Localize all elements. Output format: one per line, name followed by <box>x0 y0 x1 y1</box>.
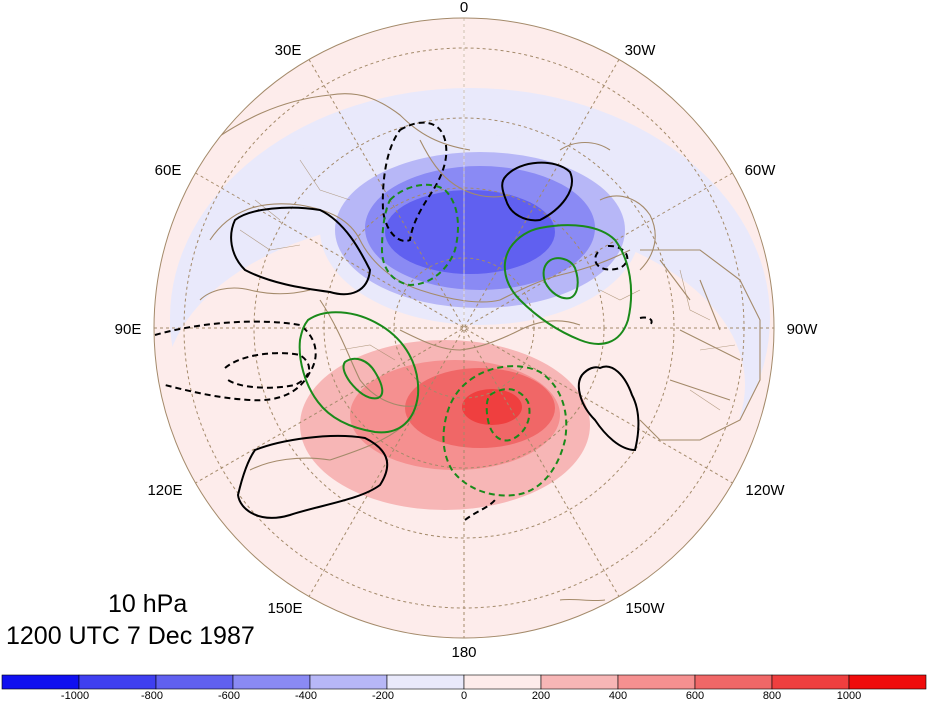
colorbar-swatch <box>78 674 157 690</box>
colorbar-swatch <box>694 674 773 690</box>
colorbar-tick-label: -200 <box>372 690 394 702</box>
colorbar-swatch <box>617 674 696 690</box>
lon-label-90e: 90E <box>115 321 142 338</box>
lon-label-90w: 90W <box>787 321 819 338</box>
graticule <box>154 18 774 638</box>
green-solid-contours <box>298 224 633 434</box>
land-borders <box>239 159 736 411</box>
colorbar-swatch <box>540 674 619 690</box>
colorbar-swatch <box>463 674 542 690</box>
lon-label-120w: 120W <box>745 482 785 499</box>
colorbar-tick-label: 600 <box>686 690 704 702</box>
colorbar-tick-label: 1000 <box>837 690 861 702</box>
colorbar-tick-label: -800 <box>141 690 163 702</box>
lon-label-150e: 150E <box>267 600 302 617</box>
polar-map <box>154 18 774 638</box>
colorbar-swatch <box>848 674 927 690</box>
black-solid-contours <box>230 161 640 519</box>
lon-label-60w: 60W <box>745 162 777 179</box>
positive-anomaly-800 <box>462 389 522 425</box>
lon-label-30w: 30W <box>625 42 657 59</box>
lon-label-150w: 150W <box>625 600 665 617</box>
colorbar: -1000 -800 -600 -400 -200 0 200 400 600 800 1000 <box>1 674 927 702</box>
lon-label-0: 0 <box>460 0 468 16</box>
lon-label-30e: 30E <box>275 42 302 59</box>
colorbar-tick-label: 800 <box>763 690 781 702</box>
colorbar-tick-label: -400 <box>295 690 317 702</box>
plot-time: 1200 UTC 7 Dec 1987 <box>6 622 255 650</box>
green-dashed-contours <box>380 183 568 497</box>
plot-level: 10 hPa <box>108 590 188 618</box>
colorbar-swatch <box>386 674 465 690</box>
colorbar-tick-label: -600 <box>218 690 240 702</box>
coastlines <box>199 93 761 602</box>
colorbar-swatch <box>232 674 311 690</box>
colorbar-swatch <box>771 674 850 690</box>
colorbar-swatch <box>309 674 388 690</box>
colorbar-tick-label: 200 <box>532 690 550 702</box>
longitude-labels: 0 30W 60W 90W 120W 150W 180 150E 120E 90… <box>115 0 819 661</box>
map-border <box>153 17 775 639</box>
lon-label-180: 180 <box>451 644 476 661</box>
colorbar-tick-label: 0 <box>461 690 467 702</box>
lon-label-120e: 120E <box>147 482 182 499</box>
colorbar-swatch <box>1 674 80 690</box>
colorbar-tick-label: 400 <box>609 690 627 702</box>
colorbar-swatch <box>155 674 234 690</box>
colorbar-tick-label: -1000 <box>61 690 89 702</box>
lon-label-60e: 60E <box>155 162 182 179</box>
